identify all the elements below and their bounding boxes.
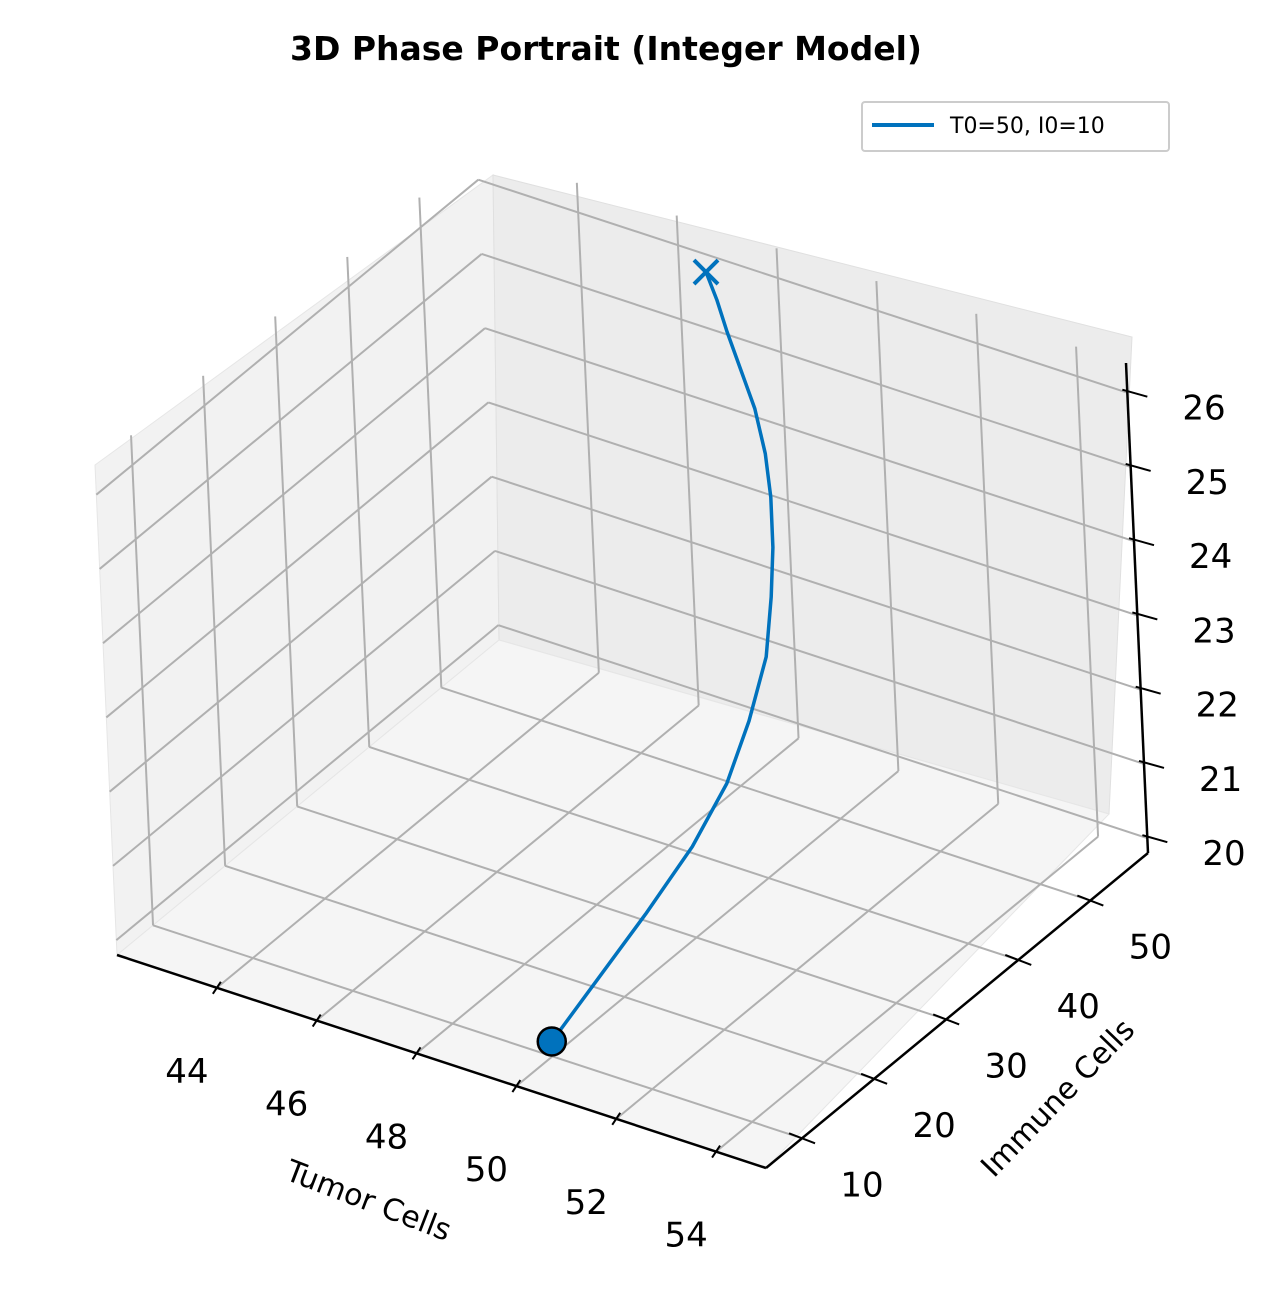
grid-line-y-floor <box>368 746 1019 961</box>
legend-entry: T0=50, I0=10 <box>949 114 1105 139</box>
y-tick-mark <box>1004 954 1032 966</box>
x-tick-label: 48 <box>365 1117 408 1157</box>
legend-box <box>861 101 1170 152</box>
x-tick-label: 44 <box>165 1052 208 1092</box>
x-tick-label: 52 <box>565 1183 608 1223</box>
y-tick-mark <box>932 1013 960 1026</box>
end-point-marker <box>692 258 720 286</box>
grid-line-x-floor <box>515 770 900 1087</box>
grid-line-z-back <box>498 624 1148 840</box>
grid-line-x-back <box>775 248 800 739</box>
grid-line-y-floor <box>152 924 803 1140</box>
z-tick-label: 20 <box>1202 834 1245 874</box>
z-tick-label: 26 <box>1182 389 1225 429</box>
y-tick-label: 10 <box>840 1165 883 1205</box>
series-group <box>536 258 775 1057</box>
z-tick-label: 22 <box>1196 686 1239 726</box>
axis-lines <box>116 362 1150 1170</box>
x-axis-label: Tumor Cells <box>280 1153 456 1248</box>
z-tick-label: 23 <box>1192 611 1235 651</box>
grid-line-x-back <box>575 182 600 673</box>
z-tick-mark <box>1135 685 1161 695</box>
x-tick-label: 46 <box>265 1085 308 1125</box>
grid-line-z-left <box>99 253 483 570</box>
x-tick-mark <box>511 1079 522 1093</box>
y-tick-label: 20 <box>912 1106 955 1146</box>
grid-line-z-back <box>488 401 1138 617</box>
grid-line-y-left <box>346 256 371 748</box>
grid-line-z-back <box>481 252 1131 468</box>
z-axis-line <box>1124 362 1150 854</box>
legend: T0=50, I0=10 <box>861 101 1170 152</box>
grid-line-z-left <box>95 178 479 496</box>
grid-line-x-floor <box>216 671 600 989</box>
grid-line-z-back <box>494 549 1145 765</box>
grid-line-y-floor <box>296 805 947 1021</box>
grid-line-y-left <box>418 197 443 688</box>
trajectory-line <box>550 270 775 1044</box>
grid-line-z-back <box>478 178 1128 394</box>
x-tick-label: 50 <box>465 1150 508 1190</box>
z-tick-mark <box>1138 759 1165 769</box>
start-point-marker <box>536 1026 568 1057</box>
grid-line-y-floor <box>441 686 1091 902</box>
grid-line-x-floor <box>715 835 1099 1153</box>
grid-line-x-back <box>875 281 900 772</box>
grid-line-z-back <box>491 475 1141 691</box>
x-axis-line <box>116 953 767 1170</box>
grid-line-z-left <box>109 475 493 793</box>
y-axis-label: Immune Cells <box>974 1013 1142 1185</box>
grid-line-z-back <box>484 327 1135 543</box>
y-tick-label: 30 <box>985 1046 1028 1086</box>
x-tick-mark <box>411 1046 422 1060</box>
grid-line-y-left <box>274 316 299 807</box>
grid-line-x-back <box>675 215 700 706</box>
grid-line-z-left <box>115 624 499 941</box>
grid-line-x-floor <box>415 737 800 1055</box>
grid-line-x-floor <box>615 803 999 1120</box>
z-tick-label: 25 <box>1186 463 1229 503</box>
x-tick-mark <box>711 1145 721 1159</box>
x-tick-label: 54 <box>664 1216 707 1256</box>
grid-lines <box>95 178 1148 1153</box>
y-axis-line <box>765 852 1149 1169</box>
grid-line-x-back <box>975 313 1000 804</box>
y-tick-label: 50 <box>1129 928 1172 968</box>
grid-line-z-left <box>112 550 496 867</box>
x-tick-mark <box>311 1013 322 1028</box>
grid-line-y-left <box>130 435 155 926</box>
z-tick-label: 21 <box>1199 760 1242 800</box>
grid-line-x-floor <box>316 704 700 1022</box>
x-tick-mark <box>611 1112 622 1126</box>
z-tick-mark <box>1122 388 1148 398</box>
grid-line-x-back <box>1075 346 1100 837</box>
x-tick-mark <box>212 981 222 995</box>
grid-line-y-left <box>202 375 227 866</box>
z-tick-mark <box>1128 537 1155 547</box>
z-tick-mark <box>1125 462 1151 472</box>
z-tick-mark <box>1142 834 1168 844</box>
y-tick-mark <box>788 1132 816 1145</box>
y-tick-mark <box>860 1072 888 1085</box>
tick-marks: 44 46 48 50 52 54 10 20 30 40 50 20 21 22 23 24 25 26 <box>165 389 1245 1256</box>
grid-line-z-left <box>105 401 489 719</box>
y-tick-mark <box>1076 894 1104 907</box>
z-tick-mark <box>1132 611 1158 621</box>
z-tick-label: 24 <box>1189 537 1232 577</box>
grid-line-y-floor <box>224 864 875 1080</box>
grid-line-z-left <box>102 327 486 644</box>
y-tick-label: 40 <box>1057 987 1100 1027</box>
chart-title: 3D Phase Portrait (Integer Model) <box>290 29 922 68</box>
